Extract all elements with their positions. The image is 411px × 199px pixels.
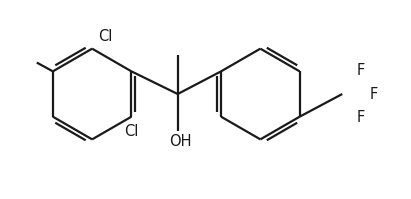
Text: F: F: [356, 63, 365, 78]
Text: F: F: [370, 87, 379, 101]
Text: OH: OH: [169, 134, 191, 148]
Text: Cl: Cl: [124, 124, 139, 139]
Text: F: F: [356, 110, 365, 125]
Text: Cl: Cl: [98, 28, 112, 44]
